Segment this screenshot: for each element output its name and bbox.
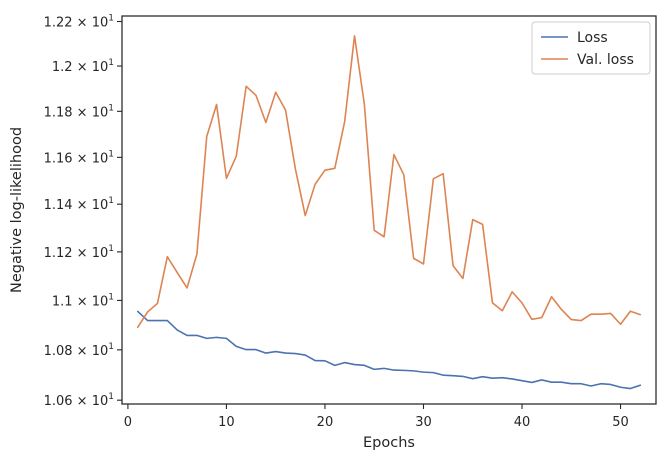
y-tick-label: 1.2 × 101 xyxy=(52,58,114,75)
legend-box xyxy=(531,21,651,75)
x-axis: 0 10 20 30 40 50 xyxy=(124,404,629,430)
y-tick-label: 1.22 × 101 xyxy=(44,14,114,31)
x-tick-label: 20 xyxy=(317,415,334,430)
y-tick-label: 1.08 × 101 xyxy=(44,342,114,359)
x-axis-label: Epochs xyxy=(363,435,415,451)
x-tick-label: 40 xyxy=(514,415,531,430)
y-tick-label: 1.18 × 101 xyxy=(44,103,114,120)
x-tick-label: 10 xyxy=(218,415,235,430)
series-line-loss xyxy=(136,310,642,390)
y-tick-label: 1.14 × 101 xyxy=(44,196,114,213)
y-tick-label: 1.16 × 101 xyxy=(44,149,114,166)
legend: Loss Val. loss xyxy=(531,21,651,75)
y-tick-label: 1.06 × 101 xyxy=(44,392,114,409)
y-tick-label: 1.12 × 101 xyxy=(44,244,114,261)
legend-label-val-loss: Val. loss xyxy=(577,52,634,68)
x-tick-label: 50 xyxy=(612,415,629,430)
y-axis-label: Negative log-likelihood xyxy=(9,127,25,293)
plot-frame xyxy=(121,15,657,405)
y-axis: 1.06 × 101 1.08 × 101 1.1 × 101 1.12 × 101 1… xyxy=(44,14,122,409)
x-tick-label: 0 xyxy=(124,415,132,430)
series-line-val-loss xyxy=(136,35,642,329)
legend-label-loss: Loss xyxy=(577,30,608,46)
x-tick-label: 30 xyxy=(415,415,432,430)
y-tick-label: 1.1 × 101 xyxy=(52,292,114,309)
series-layer xyxy=(136,35,642,390)
